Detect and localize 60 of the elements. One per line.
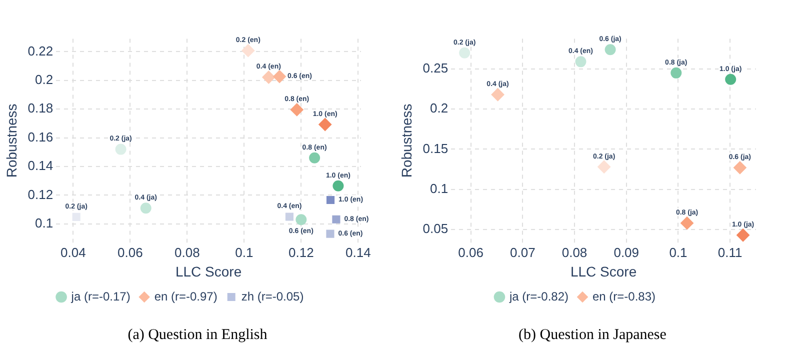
point (670, 67, 682, 78)
point (604, 44, 616, 56)
y-tick-label: 0.05 (422, 221, 448, 236)
text: (b) Question in Japanese (518, 327, 668, 344)
x-tick-label: 0.11 (718, 244, 742, 260)
x-tick-label: 0.09 (614, 244, 640, 260)
point (733, 161, 746, 174)
point (491, 88, 504, 102)
y-tick-label: 0.16 (28, 129, 54, 144)
point (459, 47, 470, 58)
point (273, 70, 286, 84)
y-tick-label: 0.1 (430, 180, 448, 196)
point (736, 228, 750, 242)
point (332, 215, 340, 224)
y-tick-label: 0.22 (28, 43, 54, 58)
point (72, 212, 80, 221)
point (242, 44, 255, 58)
point (332, 180, 344, 192)
x-tick-label: 0.14 (345, 244, 371, 260)
x-tick-label: 0.07 (510, 244, 536, 260)
point (575, 56, 586, 68)
point (326, 196, 335, 204)
x-tick-label: 0.1 (235, 244, 254, 260)
y-tick-label: 0.2 (35, 72, 54, 87)
point (680, 216, 694, 230)
point (296, 214, 307, 226)
y-axis-title: Robustness (398, 104, 414, 178)
y-tick-label: 0.2 (430, 100, 448, 116)
legend-label: en (r=-0.83) (592, 289, 656, 304)
legend-label: en (r=-0.97) (154, 289, 218, 304)
point (290, 103, 304, 116)
x-tick-label: 0.06 (458, 244, 484, 260)
y-tick-label: 0.18 (28, 100, 54, 116)
point (318, 118, 332, 131)
y-tick-label: 0.14 (28, 158, 54, 174)
x-tick-label: 0.06 (118, 244, 143, 260)
y-tick-label: 0.15 (422, 140, 448, 156)
y-axis-title: Robustness (3, 104, 20, 178)
x-tick-label: 0.12 (288, 244, 314, 260)
text: (a) Question in English (126, 327, 268, 344)
legend-label: ja (r=-0.82) (508, 289, 569, 304)
point (309, 152, 320, 164)
y-tick-label: 0.25 (422, 60, 448, 76)
x-tick-label: 0.04 (60, 244, 86, 260)
y-tick-label: 0.1 (35, 216, 54, 231)
x-axis-title: LLC Score (175, 263, 242, 280)
legend-label: zh (r=-0.05) (241, 289, 304, 304)
point (262, 70, 276, 84)
point (285, 212, 294, 221)
legend-label: ja (r=-0.17) (70, 289, 130, 304)
point (140, 202, 152, 214)
x-axis-title: LLC Score (570, 263, 637, 280)
y-tick-label: 0.12 (28, 186, 54, 202)
x-tick-label: 0.08 (174, 244, 200, 260)
x-tick-label: 0.1 (669, 244, 688, 260)
point (115, 144, 126, 155)
point (326, 230, 334, 238)
point (598, 160, 611, 174)
x-tick-label: 0.08 (562, 244, 588, 260)
point (725, 74, 736, 85)
